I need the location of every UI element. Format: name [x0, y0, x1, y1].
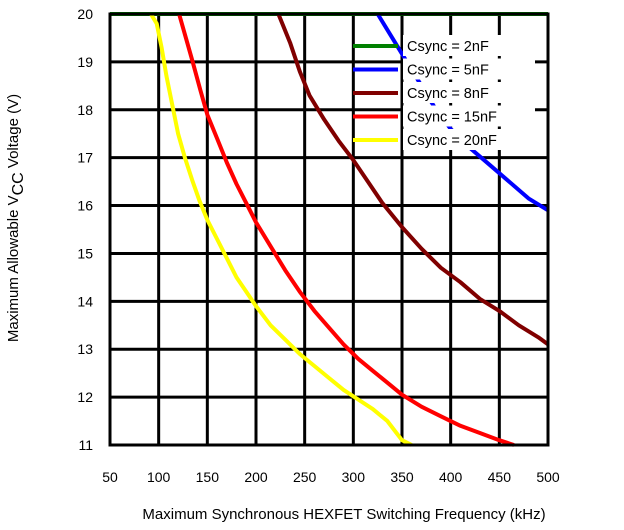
x-tick-label: 200 — [244, 469, 268, 485]
series-line-4 — [149, 12, 413, 447]
y-tick-label: 11 — [78, 437, 93, 453]
y-tick-label: 15 — [77, 245, 93, 261]
y-axis-label-subscript: CC — [10, 172, 27, 195]
legend-label: Csync = 20nF — [407, 133, 497, 149]
legend-bg — [403, 105, 535, 127]
x-tick-label: 350 — [390, 469, 414, 485]
y-axis-label-suffix: Voltage (V) — [5, 94, 22, 172]
x-axis-label: Maximum Synchronous HEXFET Switching Fre… — [142, 506, 545, 523]
y-tick-label: 12 — [77, 389, 93, 405]
series-line-2 — [276, 13, 550, 347]
y-tick-labels: 11 12 13 14 15 16 17 18 19 20 — [77, 6, 93, 453]
y-tick-label: 14 — [77, 293, 93, 309]
y-tick-label: 13 — [77, 341, 93, 357]
legend-bg — [403, 58, 535, 80]
x-tick-label: 450 — [488, 469, 512, 485]
y-tick-label: 18 — [77, 102, 93, 118]
series-line-1 — [375, 12, 550, 213]
x-tick-label: 150 — [196, 469, 220, 485]
legend-bg — [403, 129, 535, 150]
x-tick-labels: 50 100 150 200 250 300 350 400 450 500 — [102, 469, 560, 485]
legend-bg — [403, 35, 535, 56]
y-tick-label: 17 — [77, 150, 93, 166]
legend-label: Csync = 2nF — [407, 39, 489, 55]
x-tick-label: 50 — [102, 469, 118, 485]
y-tick-label: 16 — [77, 198, 93, 214]
x-tick-label: 400 — [439, 469, 463, 485]
legend-bg — [403, 82, 535, 103]
legend-label: Csync = 15nF — [407, 110, 497, 126]
x-tick-label: 100 — [147, 469, 171, 485]
y-axis-label-prefix: Maximum Allowable V — [5, 195, 22, 342]
y-tick-label: 19 — [77, 54, 93, 70]
x-tick-label: 500 — [536, 469, 560, 485]
legend: Csync = 2nF Csync = 5nF Csync = 8nF Csync =… — [353, 35, 535, 150]
legend-label: Csync = 8nF — [407, 86, 489, 102]
x-tick-label: 250 — [293, 469, 317, 485]
series-line-3 — [177, 13, 515, 447]
plot-frame — [108, 12, 550, 447]
y-axis-label: Maximum Allowable VCC Voltage (V) — [5, 94, 27, 342]
y-tick-label: 20 — [77, 6, 93, 22]
legend-label: Csync = 5nF — [407, 63, 489, 79]
x-tick-label: 300 — [342, 469, 366, 485]
